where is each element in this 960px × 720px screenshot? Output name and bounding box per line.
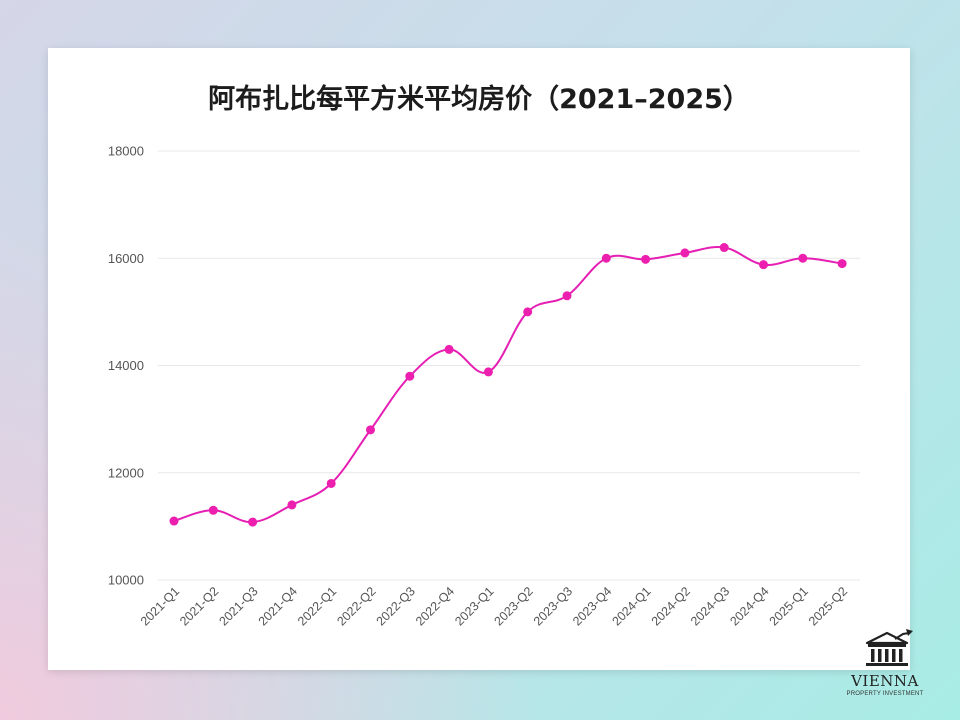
data-point bbox=[366, 425, 375, 435]
data-point bbox=[759, 260, 768, 270]
chart-card: 阿布扎比每平方米平均房价（2021–2025） 10000 12000 14000 1… bbox=[48, 48, 910, 670]
x-tick-label: 2024-Q2 bbox=[649, 584, 693, 628]
series-markers bbox=[169, 243, 847, 527]
data-point bbox=[641, 254, 651, 264]
x-tick-label: 2023-Q4 bbox=[570, 584, 614, 628]
chart-title: 阿布扎比每平方米平均房价（2021–2025） bbox=[208, 83, 750, 115]
x-tick-label: 2021-Q2 bbox=[177, 584, 221, 628]
y-tick-label: 14000 bbox=[108, 358, 144, 373]
data-point bbox=[287, 500, 297, 510]
data-point bbox=[601, 253, 611, 263]
x-tick-label: 2021-Q3 bbox=[216, 584, 260, 628]
x-tick-label: 2024-Q4 bbox=[727, 584, 771, 628]
data-point bbox=[719, 243, 729, 253]
data-point bbox=[837, 259, 847, 269]
data-point bbox=[562, 291, 572, 301]
x-tick-label: 2022-Q3 bbox=[374, 584, 418, 628]
data-point bbox=[248, 517, 258, 527]
data-point bbox=[523, 307, 533, 317]
bank-building-icon bbox=[865, 629, 913, 666]
y-tick-label: 10000 bbox=[108, 573, 144, 588]
y-tick-label: 12000 bbox=[108, 465, 144, 480]
x-tick-label: 2025-Q2 bbox=[806, 584, 850, 628]
x-tick-label: 2021-Q4 bbox=[256, 584, 300, 628]
x-tick-label: 2023-Q2 bbox=[492, 584, 536, 628]
grid-lines bbox=[158, 150, 860, 581]
line-chart: 阿布扎比每平方米平均房价（2021–2025） 1000012000140001… bbox=[108, 83, 860, 629]
series-line bbox=[173, 246, 843, 524]
data-point bbox=[483, 367, 493, 377]
logo-subtitle: PROPERTY INVESTMENT bbox=[846, 691, 924, 697]
data-point bbox=[326, 478, 336, 488]
x-tick-label: 2023-Q1 bbox=[452, 584, 496, 628]
data-point bbox=[798, 253, 808, 263]
data-point bbox=[208, 505, 218, 515]
data-point bbox=[169, 516, 179, 526]
x-tick-label: 2023-Q3 bbox=[531, 584, 575, 628]
y-tick-label: 16000 bbox=[108, 251, 144, 266]
data-point bbox=[680, 248, 690, 258]
x-tick-label: 2021-Q1 bbox=[138, 584, 182, 628]
x-tick-label: 2024-Q1 bbox=[609, 584, 653, 628]
x-tick-label: 2024-Q3 bbox=[688, 584, 732, 628]
company-logo: VIENNA PROPERTY INVESTMENT bbox=[845, 627, 925, 703]
x-tick-label: 2025-Q1 bbox=[767, 584, 811, 628]
y-axis-ticks: 10000 12000 14000 16000 18000 bbox=[108, 144, 144, 588]
x-tick-label: 2022-Q1 bbox=[295, 584, 339, 628]
y-tick-label: 18000 bbox=[108, 144, 144, 159]
data-point bbox=[405, 371, 415, 381]
data-point bbox=[444, 344, 454, 354]
x-tick-label: 2022-Q4 bbox=[413, 584, 457, 628]
logo-name: VIENNA bbox=[851, 672, 919, 690]
x-tick-label: 2022-Q2 bbox=[334, 584, 378, 628]
x-axis-ticks: 2021-Q12021-Q22021-Q32021-Q42022-Q12022-… bbox=[138, 584, 850, 628]
